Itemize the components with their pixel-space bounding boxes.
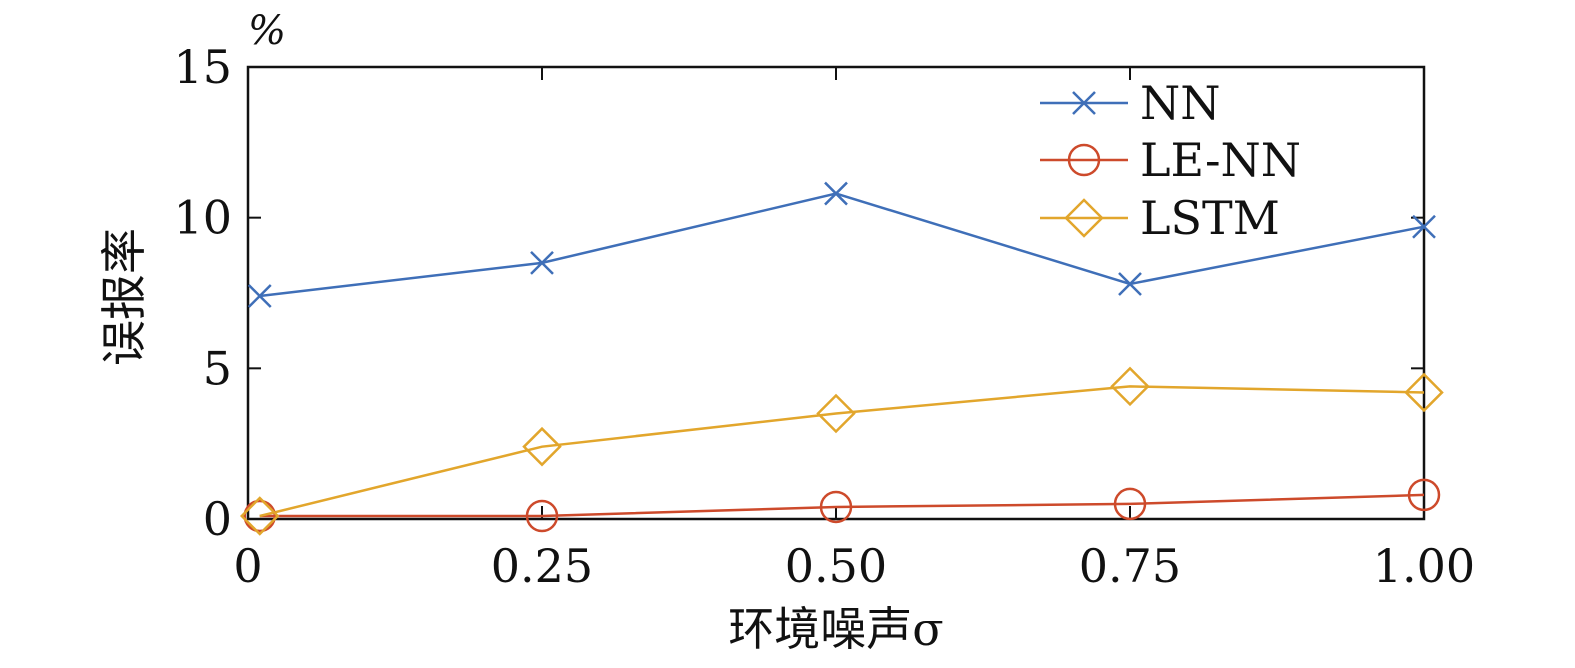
y-unit-label: % (248, 8, 286, 54)
data-point-nn (1118, 272, 1142, 296)
y-tick-label: 10 (173, 191, 232, 245)
data-point-le-nn (525, 499, 559, 533)
legend-label-nn: NN (1140, 76, 1221, 130)
data-point-nn (530, 250, 554, 275)
data-point-lstm (1404, 372, 1444, 413)
legend-label-lstm: LSTM (1140, 191, 1280, 245)
series-marker-group (239, 181, 1444, 536)
x-tick-label: 0.50 (785, 539, 887, 593)
tick-label-group: 0 0.25 0.50 0.75 1.00 0 5 10 15 (173, 40, 1475, 593)
x-axis-title: 环境噪声σ (728, 602, 943, 656)
tick-group (247, 66, 1425, 520)
data-point-lstm (1110, 366, 1150, 407)
data-point-le-nn (1407, 478, 1441, 512)
x-tick-label: 1.00 (1373, 539, 1475, 593)
series-line-le-nn (259, 493, 1425, 518)
y-tick-label: 0 (203, 492, 232, 546)
data-point-lstm (522, 426, 562, 467)
legend-marker-lstm (1064, 198, 1104, 238)
x-tick-label: 0 (233, 539, 262, 593)
data-point-lstm (239, 496, 280, 536)
data-point-nn (247, 284, 272, 308)
legend-marker-le-nn (1067, 143, 1101, 177)
data-point-lstm (816, 393, 856, 434)
x-tick-label: 0.25 (491, 539, 593, 593)
y-tick-label: 15 (173, 40, 232, 94)
data-point-le-nn (1113, 487, 1147, 521)
data-point-le-nn (243, 499, 277, 533)
legend-marker-nn (1072, 91, 1096, 115)
series-line-lstm (259, 385, 1425, 518)
x-tick-label: 0.75 (1079, 539, 1181, 593)
data-point-nn (824, 181, 848, 206)
data-point-nn (1412, 214, 1436, 239)
legend-label-le-nn: LE-NN (1140, 133, 1301, 187)
y-axis-title: 误报率 (97, 228, 151, 366)
data-point-le-nn (819, 490, 853, 524)
y-tick-label: 5 (203, 341, 232, 395)
